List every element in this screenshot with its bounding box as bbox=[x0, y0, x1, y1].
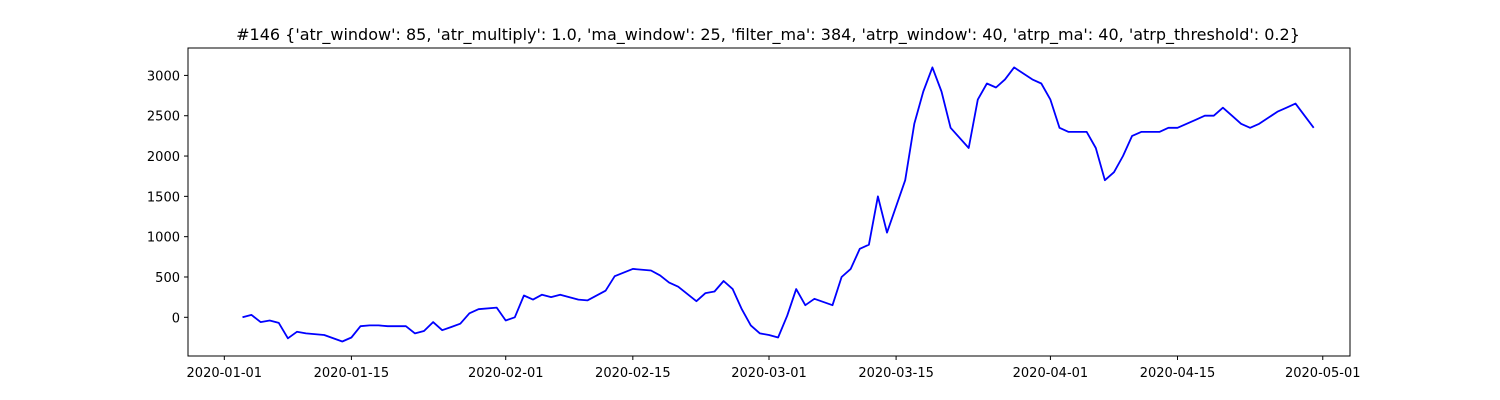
axes-frame bbox=[187, 47, 1351, 357]
x-tick-label: 2020-03-01 bbox=[731, 366, 807, 381]
y-tick-label: 500 bbox=[155, 271, 180, 286]
plot-area bbox=[242, 66, 1315, 343]
y-axis: 0 500 1000 1500 2000 2500 3000 bbox=[147, 69, 188, 326]
x-tick-label: 2020-03-15 bbox=[858, 366, 934, 381]
y-tick-label: 0 bbox=[172, 311, 180, 326]
y-tick-label: 1000 bbox=[147, 231, 180, 246]
chart-title: #146 {'atr_window': 85, 'atr_multiply': … bbox=[236, 25, 1300, 45]
x-tick-label: 2020-04-01 bbox=[1013, 366, 1089, 381]
x-tick-label: 2020-05-01 bbox=[1285, 366, 1361, 381]
y-tick-label: 2500 bbox=[147, 110, 180, 125]
x-tick-label: 2020-02-01 bbox=[468, 366, 544, 381]
y-tick-label: 3000 bbox=[147, 69, 180, 84]
x-axis: 2020-01-01 2020-01-15 2020-02-01 2020-02-15… bbox=[187, 356, 1361, 381]
series-line-0 bbox=[242, 66, 1315, 343]
x-tick-label: 2020-02-15 bbox=[595, 366, 671, 381]
y-tick-label: 2000 bbox=[147, 150, 180, 165]
x-tick-label: 2020-01-15 bbox=[314, 366, 390, 381]
x-tick-label: 2020-01-01 bbox=[187, 366, 263, 381]
y-tick-label: 1500 bbox=[147, 190, 180, 205]
x-tick-label: 2020-04-15 bbox=[1140, 366, 1216, 381]
